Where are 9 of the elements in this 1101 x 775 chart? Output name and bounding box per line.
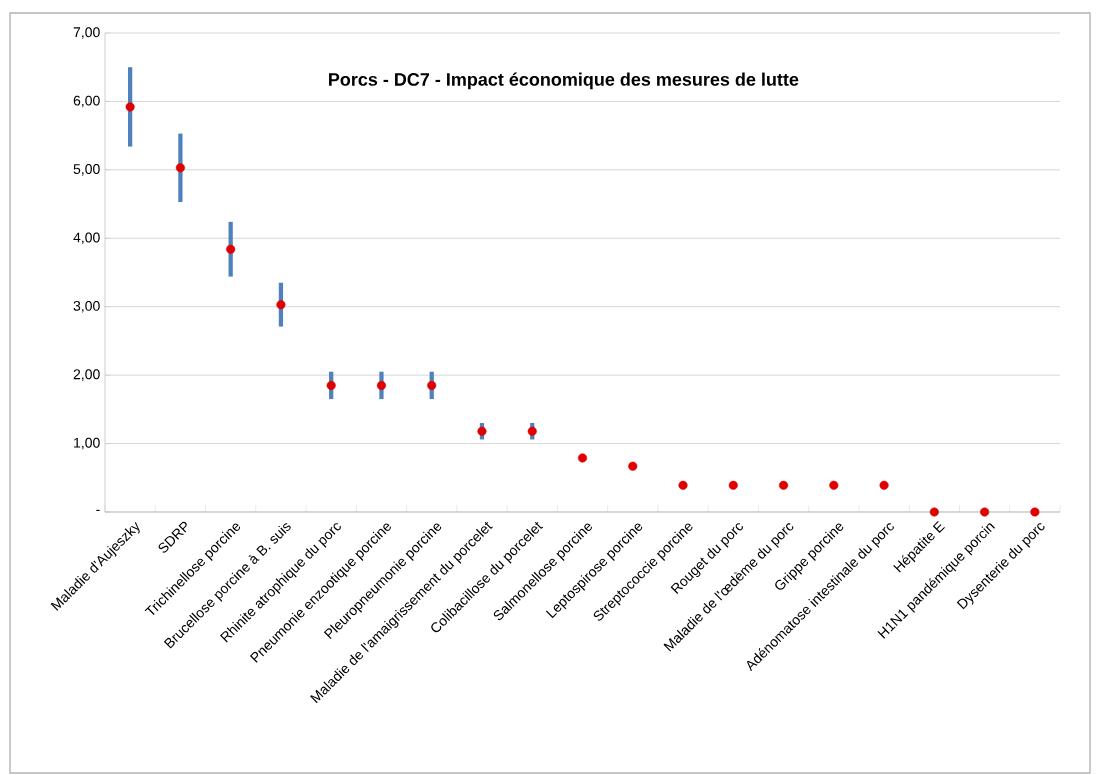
- text: Porcs - DC7 - Impact économique des mesures de lutte: [329, 72, 799, 90]
- y-tick-label: 7,00: [73, 27, 100, 39]
- y-tick-label: 2,00: [73, 369, 100, 381]
- y-tick-label: 5,00: [73, 164, 100, 176]
- y-tick-label: 4,00: [73, 232, 100, 245]
- y-tick-label: 6,00: [73, 95, 100, 108]
- y-tick-label: -: [96, 509, 100, 511]
- y-tick-label: 3,00: [73, 300, 100, 313]
- y-tick-label: 1,00: [74, 437, 100, 450]
